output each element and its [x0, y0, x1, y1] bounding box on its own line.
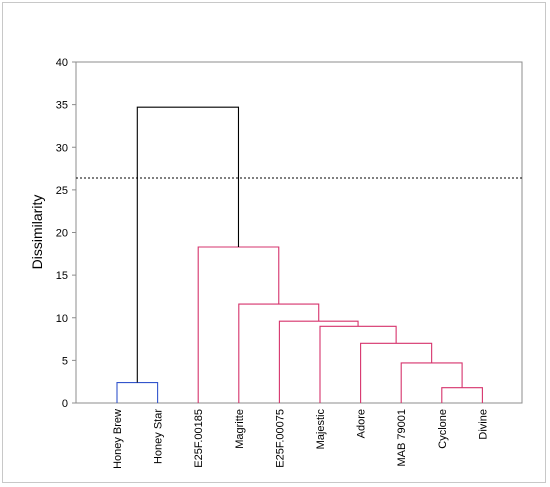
dendrogram-link [136, 106, 240, 383]
y-axis-title: Dissimilarity [29, 195, 45, 270]
y-tick-label: 0 [62, 398, 68, 410]
leaf-label: Honey Brew [112, 409, 124, 469]
dendrogram-link [278, 320, 359, 403]
y-tick-label: 40 [56, 57, 68, 69]
leaf-label: Adore [356, 409, 368, 438]
y-tick-label: 30 [56, 142, 68, 154]
y-tick-label: 5 [62, 355, 68, 367]
plot-area [75, 61, 523, 404]
leaf-label: Divine [477, 409, 489, 440]
leaf-label: E25F.00075 [274, 409, 286, 468]
leaf-label: E25F.00185 [193, 409, 205, 468]
y-tick-label: 35 [56, 100, 68, 112]
leaf-label: Cyclone [437, 409, 449, 449]
leaf-label: MAB 79001 [396, 409, 408, 466]
dendrogram-link [116, 381, 159, 403]
y-tick-label: 20 [56, 228, 68, 240]
dendrogram-link [400, 362, 463, 403]
leaf-label: Honey Star [153, 409, 165, 464]
dendrogram-links [116, 106, 483, 403]
leaf-labels: Honey Brew Honey Star E25F.00185 Magritte E2… [112, 409, 489, 469]
y-tick-label: 25 [56, 185, 68, 197]
dendrogram-link [360, 342, 433, 403]
y-axis: 0 5 10 15 20 25 30 35 40 [56, 57, 76, 410]
y-tick-label: 15 [56, 270, 68, 282]
leaf-label: Magritte [234, 409, 246, 449]
dendrogram-link [441, 387, 483, 403]
y-tick-label: 10 [56, 313, 68, 325]
leaf-label: Majestic [315, 409, 327, 450]
dendrogram-link [238, 303, 320, 403]
dendrogram-link [319, 325, 397, 403]
